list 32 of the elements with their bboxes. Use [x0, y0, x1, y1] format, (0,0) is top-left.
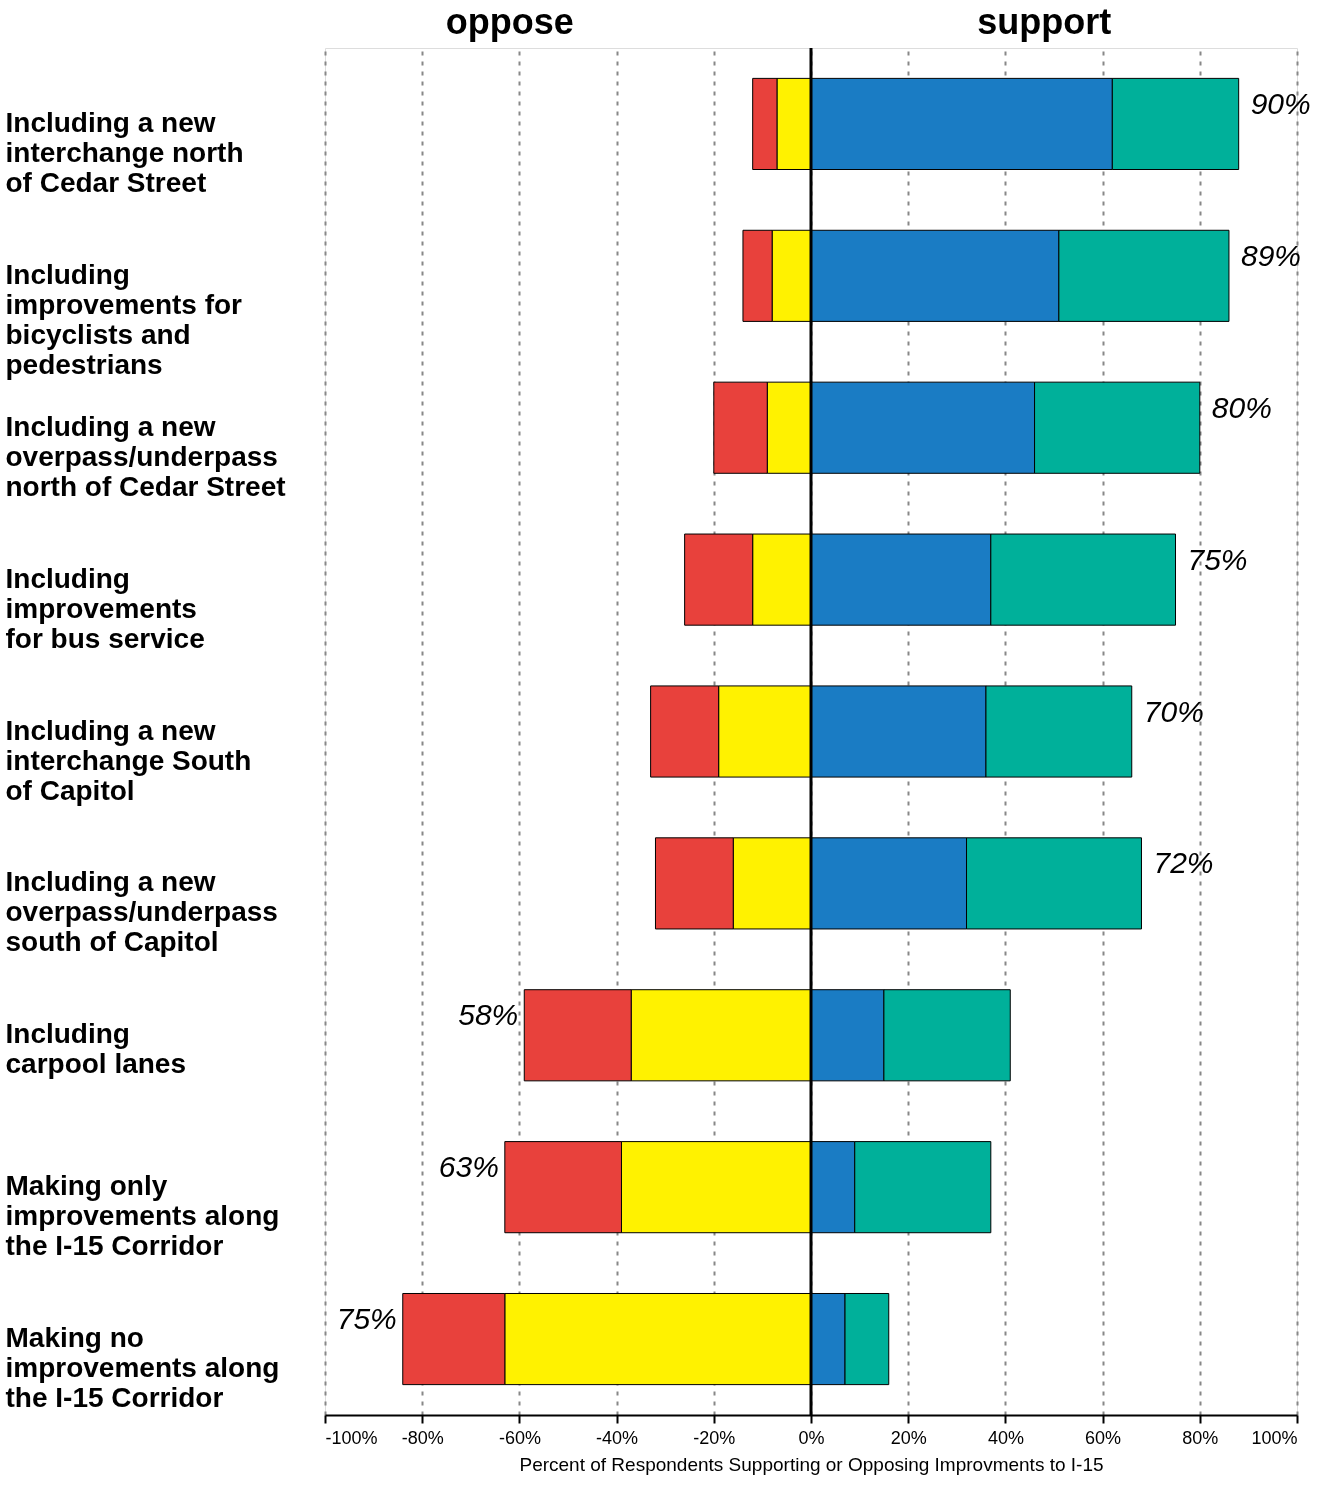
y-tick-label: Including improvements for bus service: [5, 562, 205, 654]
x-tick-label: 40%: [987, 1427, 1024, 1448]
y-tick-label: Including a new interchange north of Cedar Street: [5, 106, 244, 198]
x-tick-label: -80%: [401, 1427, 444, 1448]
x-tick-label: -40%: [596, 1427, 639, 1448]
y-tick-label: Including a new overpass/underpass north of Cedar Street: [5, 410, 286, 502]
x-tick-label: 20%: [890, 1427, 927, 1448]
x-axis-title: Percent of Respondents Supporting or Opposing Improvments to I-15: [519, 1453, 1104, 1475]
y-tick-label: Including carpool lanes: [5, 1018, 187, 1080]
y-tick-label: Making no improvements along the I-15 Corridor: [5, 1322, 280, 1414]
annotation: 75%: [336, 1302, 397, 1336]
y-tick-label: Making only improvements along the I-15 Corridor: [5, 1170, 280, 1262]
text: oppose: [445, 1, 574, 42]
y-tick-label: Including a new overpass/underpass south of Capitol: [5, 866, 278, 958]
annotation: 90%: [1250, 86, 1311, 120]
x-tick-label: 60%: [1085, 1427, 1122, 1448]
annotation: 75%: [1187, 542, 1248, 576]
annotation: 58%: [458, 998, 519, 1032]
text: support: [977, 1, 1112, 42]
annotation: 89%: [1240, 238, 1302, 272]
x-tick-label: -100%: [325, 1427, 378, 1448]
x-tick-label: -20%: [693, 1427, 736, 1448]
annotation: 72%: [1153, 846, 1214, 880]
annotation: 63%: [438, 1150, 499, 1184]
y-tick-label: Including a new interchange South of Capitol: [5, 714, 252, 806]
x-tick-label: 100%: [1251, 1427, 1298, 1448]
y-tick-label: Including improvements for bicyclists and pedestrians: [5, 258, 243, 380]
annotation: 70%: [1143, 694, 1204, 728]
x-tick-label: 80%: [1182, 1427, 1219, 1448]
x-tick-label: 0%: [798, 1427, 825, 1448]
annotation: 80%: [1211, 390, 1272, 424]
x-tick-label: -60%: [498, 1427, 541, 1448]
